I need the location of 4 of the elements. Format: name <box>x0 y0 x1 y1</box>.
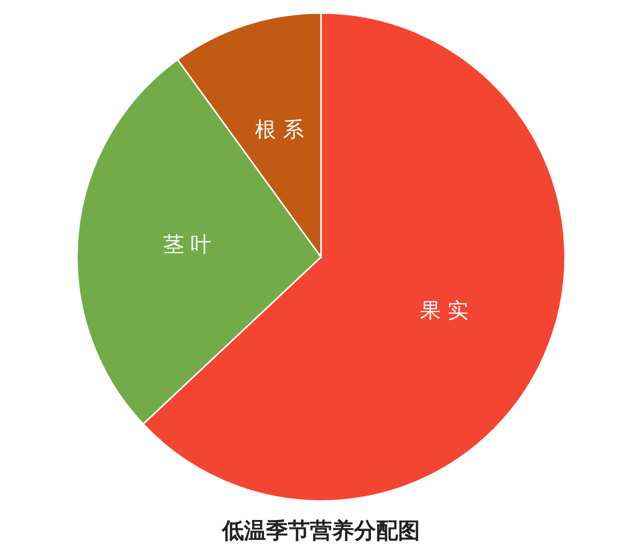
text: 低温季节营养分配图 <box>221 518 420 544</box>
slice-label: 果 实 <box>420 298 469 322</box>
slice-label: 根 系 <box>255 117 304 142</box>
slice-label: 茎 叶 <box>163 232 212 256</box>
